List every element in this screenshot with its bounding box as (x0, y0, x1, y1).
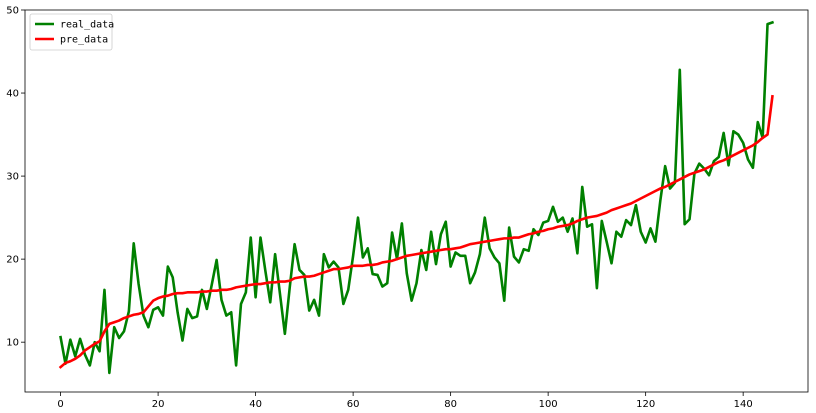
y-tick-label: 50 (6, 6, 19, 17)
x-tick-label: 100 (539, 399, 558, 410)
x-tick-label: 20 (152, 399, 165, 410)
legend-label-pre-data: pre_data (60, 35, 108, 46)
x-tick-label: 80 (444, 399, 457, 410)
x-tick-label: 60 (347, 399, 360, 410)
legend-label-real-data: real_data (60, 20, 114, 31)
series-line-real-data (59, 20, 775, 375)
x-tick-label: 120 (636, 399, 655, 410)
x-tick-label: 140 (734, 399, 753, 410)
y-tick-label: 40 (6, 89, 19, 100)
plot-frame (24, 9, 809, 393)
y-tick-label: 20 (6, 255, 19, 266)
y-tick-label: 30 (6, 172, 19, 183)
series-line-pre-data (58, 94, 774, 369)
y-tick-label: 10 (6, 338, 19, 349)
x-tick-label: 0 (57, 399, 63, 410)
x-tick-label: 40 (249, 399, 262, 410)
